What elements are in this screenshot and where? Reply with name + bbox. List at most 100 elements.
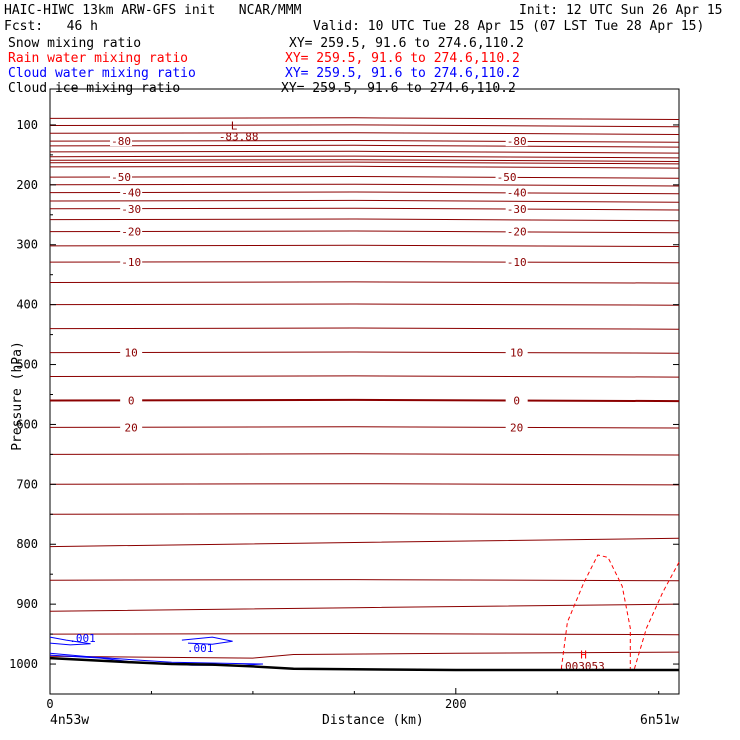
terrain-surface <box>49 656 679 672</box>
isotherm-label-bg <box>505 203 528 214</box>
isotherm-label-bg <box>110 172 133 183</box>
forecast-hour: Fcst: 46 h <box>4 19 98 34</box>
isotherm-label: -80 <box>111 135 131 148</box>
isotherm-line <box>49 513 680 516</box>
isotherm-line <box>49 537 680 548</box>
y-tick-label: 1000 <box>9 657 38 671</box>
isotherm-label-bg <box>505 226 528 237</box>
isotherm-line <box>49 603 680 612</box>
isotherm-label-bg <box>120 395 143 406</box>
y-axis-label: Pressure (hPa) <box>9 341 25 451</box>
temperature-contours: -80 -80 -50 -50 -40 -40 -30 -30 -20 -20 -10 -10 0 0 10… <box>49 117 680 659</box>
y-tick-label: 300 <box>16 238 38 252</box>
isotherm-line <box>49 155 680 159</box>
isotherm-label: -30 <box>121 203 141 216</box>
isotherm-label-bg <box>505 395 528 406</box>
rain-water-contours: H.003053 <box>558 554 680 673</box>
isotherm-line <box>49 191 680 195</box>
cloud-water-contour <box>181 636 233 645</box>
isotherm-label: -30 <box>507 203 527 216</box>
isotherm-label: -10 <box>121 256 141 269</box>
y-tick-label: 100 <box>16 118 38 132</box>
isotherm-label: -80 <box>507 135 527 148</box>
x-tick-label: 0 <box>46 697 53 711</box>
isotherm-line <box>49 375 680 378</box>
isotherm-label-bg <box>505 422 528 433</box>
y-tick-label: 900 <box>16 597 38 611</box>
isotherm-line <box>49 426 680 429</box>
temperature-min-value: -83.88 <box>219 131 259 144</box>
isotherm-label: -20 <box>121 226 141 239</box>
isotherm-line <box>49 144 680 148</box>
rain-water-contour <box>560 554 631 669</box>
temperature-min-marker: L <box>231 120 238 133</box>
isotherm-line <box>49 161 680 165</box>
isotherm-label-bg <box>120 347 143 358</box>
isotherm-line <box>49 483 680 486</box>
isotherm-line <box>49 398 680 403</box>
isotherm-label: 10 <box>125 347 138 360</box>
isotherm-label-bg <box>120 422 143 433</box>
field-cloud-water-name: Cloud water mixing ratio <box>8 66 196 81</box>
isotherm-label: 20 <box>125 421 138 434</box>
isotherm-label: 0 <box>513 394 520 407</box>
isotherm-label: -50 <box>111 171 131 184</box>
isotherm-line <box>49 207 680 211</box>
isotherm-label-bg <box>505 347 528 358</box>
isotherm-label: -40 <box>121 187 141 200</box>
y-tick-label: 600 <box>16 417 38 431</box>
cloud-water-contours: .001 .001 <box>49 632 264 666</box>
isotherm-line <box>49 579 680 582</box>
y-tick-label: 800 <box>16 537 38 551</box>
isotherm-label: 10 <box>510 347 523 360</box>
plot-border <box>49 88 680 695</box>
isotherm-line <box>49 244 680 247</box>
terrain-line <box>49 656 679 672</box>
field-cloud-ice-name: Cloud ice mixing ratio <box>8 81 181 96</box>
valid-time: Valid: 10 UTC Tue 28 Apr 15 (07 LST Tue … <box>313 19 705 34</box>
isotherm-label-bg <box>505 187 528 198</box>
cloud-water-contour <box>49 636 91 646</box>
isotherm-label-bg <box>120 257 143 268</box>
isotherm-line <box>49 117 680 120</box>
field-rain-xy: XY= 259.5, 91.6 to 274.6,110.2 <box>285 51 520 66</box>
isotherm-label-bg <box>120 203 143 214</box>
field-cloud-water-xy: XY= 259.5, 91.6 to 274.6,110.2 <box>285 66 520 81</box>
field-rain-name: Rain water mixing ratio <box>8 51 189 66</box>
isotherm-line <box>49 453 680 456</box>
isotherm-line <box>49 218 680 222</box>
isotherm-label-bg <box>505 257 528 268</box>
model-title: HAIC-HIWC 13km ARW-GFS init NCAR/MMM <box>4 3 302 18</box>
field-snow-xy: XY= 259.5, 91.6 to 274.6,110.2 <box>289 36 524 51</box>
isotherm-line <box>49 165 680 169</box>
cloud-water-label: .001 <box>69 632 96 645</box>
isotherm-line <box>49 124 680 128</box>
isotherm-label-bg <box>120 226 143 237</box>
isotherm-label-bg <box>110 136 133 147</box>
isotherm-line <box>49 303 680 306</box>
isotherm-line <box>49 632 680 636</box>
isotherm-line <box>49 139 680 143</box>
isotherm-label: -20 <box>507 226 527 239</box>
isotherm-label-bg <box>120 187 143 198</box>
init-time: Init: 12 UTC Sun 26 Apr 15 <box>519 3 723 18</box>
x-tick-label: 200 <box>445 697 467 711</box>
isotherm-label: 0 <box>128 394 135 407</box>
isotherm-label: -10 <box>507 256 527 269</box>
isotherm-line <box>49 351 680 354</box>
field-cloud-ice-xy: XY= 259.5, 91.6 to 274.6,110.2 <box>281 81 516 96</box>
isotherm-line <box>49 281 680 284</box>
cloud-water-label: .001 <box>187 642 214 655</box>
isotherm-line <box>49 260 680 264</box>
plot-frame <box>49 88 680 695</box>
isotherm-line <box>49 327 680 330</box>
isotherm-label: -50 <box>497 171 517 184</box>
isotherm-line <box>49 199 680 203</box>
isotherm-label: 20 <box>510 421 523 434</box>
rain-water-contour <box>633 561 680 669</box>
isotherm-line <box>49 132 680 135</box>
x-start-location: 4n53w <box>50 713 90 728</box>
y-tick-label: 700 <box>16 477 38 491</box>
